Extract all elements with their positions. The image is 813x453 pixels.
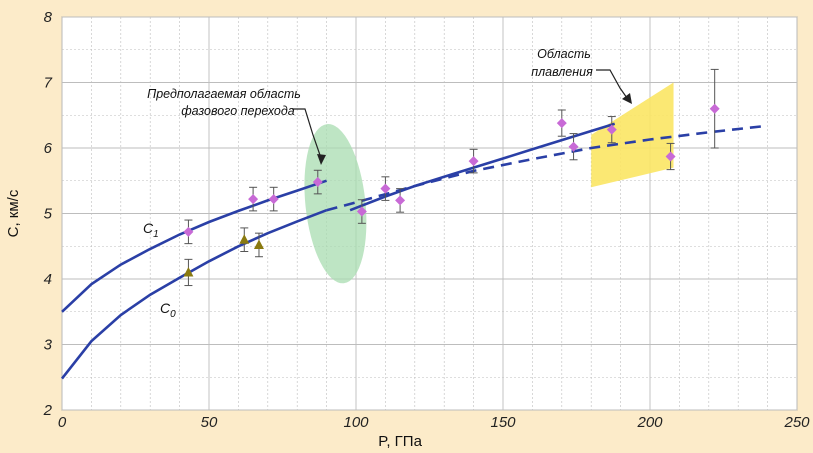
x-tick-label: 200 [636,414,663,431]
fit-curve-3 [326,125,762,212]
annotations: Предполагаемая область фазового перехода… [147,47,632,165]
phase-transition-arrowhead [317,154,326,165]
data-point-c0 [239,234,250,244]
phase-transition-region [304,124,367,284]
data-point-c1 [395,195,406,206]
curve-label-c1: C1 [143,220,159,240]
grid [61,16,798,411]
phase-transition-annotation-line-1: Предполагаемая область [147,87,301,101]
data-point-c1 [312,177,323,188]
curve-label-c0: C0 [160,300,176,320]
data-point-c1 [183,226,194,237]
melting-arrowhead [622,93,632,104]
data-point-c1 [468,156,479,167]
x-tick-label: 150 [490,414,516,431]
x-tick-label: 50 [201,414,218,431]
y-tick-label: 6 [44,140,53,157]
data-point-c1 [380,183,391,194]
x-tick-label: 0 [58,414,67,431]
melting-annotation-line-2: плавления [531,65,593,79]
data-point-c1 [709,103,720,114]
y-tick-label: 3 [44,337,53,354]
data-point-c1 [556,118,567,129]
x-tick-label: 250 [783,414,810,431]
melting-pointer [596,69,628,99]
data-point-c0 [183,266,194,277]
fit-curve-2 [60,208,328,380]
regions [304,82,674,284]
curve-labels: C1 C0 [143,220,176,320]
x-tick-label: 100 [343,414,369,431]
melting-region [591,82,674,188]
data-point-c1 [568,141,579,152]
y-tick-label: 5 [44,206,53,223]
x-axis-label: P, ГПа [378,433,422,448]
fit-curve-0 [61,179,328,313]
tick-labels: 0 50 100 150 200 250 2 3 4 5 6 7 8 [43,9,811,431]
y-tick-label: 4 [44,271,52,288]
data-point-c1 [356,206,367,217]
y-tick-label: 2 [43,402,53,419]
phase-transition-annotation-line-2: фазового перехода [181,104,295,118]
data-point-c1 [248,194,259,205]
data-points [183,68,720,287]
data-point-c1 [665,151,676,162]
y-tick-label: 8 [44,9,53,26]
data-point-c0 [253,239,264,249]
y-axis-label: C, км/с [5,189,22,237]
data-point-c1 [606,124,617,135]
phase-transition-pointer [292,108,322,159]
y-tick-label: 7 [44,75,53,92]
data-point-c1 [268,194,279,205]
melting-annotation-line-1: Область [537,47,591,61]
